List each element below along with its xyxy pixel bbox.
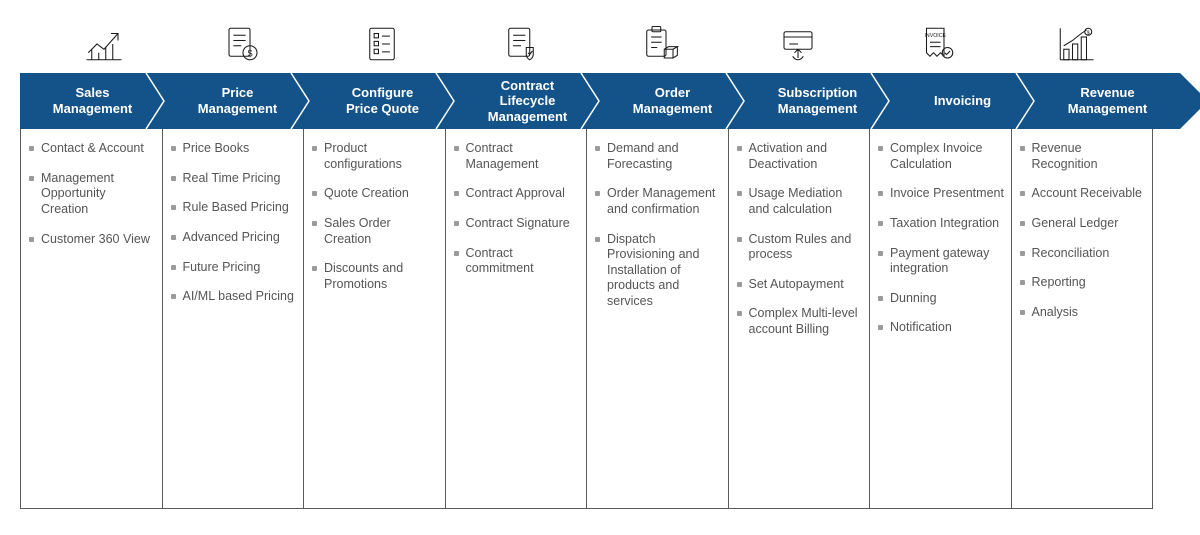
- icon-row: $ INVOICE $: [20, 15, 1180, 65]
- svg-text:$: $: [1086, 30, 1089, 36]
- stage-item: Rule Based Pricing: [167, 200, 298, 216]
- stage-arrow-band: SalesManagement PriceManagement ConfigureP…: [20, 73, 1180, 129]
- clipboard-box-icon: [590, 15, 729, 65]
- stage-item: Analysis: [1016, 305, 1147, 321]
- stage-title: OrderManagement: [633, 85, 712, 116]
- stage-header: SubscriptionManagement: [745, 73, 890, 129]
- stage-item-list: Contract Management Contract Approval Cont…: [450, 141, 581, 277]
- stage-item: Reporting: [1016, 275, 1147, 291]
- stage-item: Contact & Account: [25, 141, 156, 157]
- stage-header: ConfigurePrice Quote: [310, 73, 455, 129]
- price-document-icon: $: [174, 15, 313, 65]
- stage-item: Account Receivable: [1016, 186, 1147, 202]
- stage-item: Complex Invoice Calculation: [874, 141, 1005, 172]
- stage-item-list: Product configurations Quote Creation Sale…: [308, 141, 439, 292]
- sales-growth-icon: [35, 15, 174, 65]
- stage-item: Sales Order Creation: [308, 216, 439, 247]
- contract-shield-icon: [451, 15, 590, 65]
- stage-column: Demand and Forecasting Order Management a…: [586, 129, 729, 509]
- stage-item-list: Activation and Deactivation Usage Mediati…: [733, 141, 864, 338]
- stage-column: Complex Invoice Calculation Invoice Prese…: [869, 129, 1012, 509]
- stage-header: Invoicing: [890, 73, 1035, 129]
- stage-item: Order Management and confirmation: [591, 186, 722, 217]
- stage-title: PriceManagement: [198, 85, 277, 116]
- stage-item: Reconciliation: [1016, 246, 1147, 262]
- stage-item: Activation and Deactivation: [733, 141, 864, 172]
- stage-item: Complex Multi-level account Billing: [733, 306, 864, 337]
- checklist-icon: [313, 15, 452, 65]
- stage-title: Invoicing: [934, 93, 991, 109]
- stage-item: Price Books: [167, 141, 298, 157]
- stage-item: Product configurations: [308, 141, 439, 172]
- revenue-chart-icon: $: [1006, 15, 1145, 65]
- stage-item: Set Autopayment: [733, 277, 864, 293]
- stage-item: Revenue Recognition: [1016, 141, 1147, 172]
- stage-column: Contact & Account Management Opportunity …: [20, 129, 163, 509]
- stage-column: Product configurations Quote Creation Sale…: [303, 129, 446, 509]
- stage-column: Activation and Deactivation Usage Mediati…: [728, 129, 871, 509]
- stage-column: Price Books Real Time Pricing Rule Based P…: [162, 129, 305, 509]
- stage-header: PriceManagement: [165, 73, 310, 129]
- stage-item: Contract Approval: [450, 186, 581, 202]
- stage-header: OrderManagement: [600, 73, 745, 129]
- stage-item: AI/ML based Pricing: [167, 289, 298, 305]
- stage-item: General Ledger: [1016, 216, 1147, 232]
- stage-title: ConfigurePrice Quote: [346, 85, 419, 116]
- stage-column: Revenue Recognition Account Receivable Gen…: [1011, 129, 1154, 509]
- stage-item: Contract Management: [450, 141, 581, 172]
- stage-item: Taxation Integration: [874, 216, 1005, 232]
- stage-item: Contract Signature: [450, 216, 581, 232]
- stage-header: SalesManagement: [20, 73, 165, 129]
- stage-item: Future Pricing: [167, 260, 298, 276]
- arrow-head: [1180, 73, 1200, 129]
- subscription-card-icon: [729, 15, 868, 65]
- stage-item: Usage Mediation and calculation: [733, 186, 864, 217]
- stage-item: Discounts and Promotions: [308, 261, 439, 292]
- stage-header: RevenueManagement: [1035, 73, 1180, 129]
- stage-title: SubscriptionManagement: [778, 85, 857, 116]
- stage-item: Payment gateway integration: [874, 246, 1005, 277]
- stage-title: ContractLifecycleManagement: [488, 78, 567, 125]
- stage-item: Demand and Forecasting: [591, 141, 722, 172]
- stage-columns: Contact & Account Management Opportunity …: [20, 129, 1180, 509]
- stage-header: ContractLifecycleManagement: [455, 73, 600, 129]
- stage-item: Advanced Pricing: [167, 230, 298, 246]
- stage-item-list: Price Books Real Time Pricing Rule Based P…: [167, 141, 298, 305]
- stage-item: Contract commitment: [450, 246, 581, 277]
- svg-text:INVOICE: INVOICE: [924, 33, 946, 39]
- stage-item-list: Demand and Forecasting Order Management a…: [591, 141, 722, 310]
- stage-item: Dunning: [874, 291, 1005, 307]
- process-flow-diagram: $ INVOICE $ SalesManagement PriceManagement…: [0, 0, 1200, 509]
- stage-title: RevenueManagement: [1068, 85, 1147, 116]
- svg-text:$: $: [248, 48, 253, 58]
- stage-column: Contract Management Contract Approval Cont…: [445, 129, 588, 509]
- stage-item: Real Time Pricing: [167, 171, 298, 187]
- stage-item: Invoice Presentment: [874, 186, 1005, 202]
- stage-item-list: Contact & Account Management Opportunity …: [25, 141, 156, 247]
- invoice-icon: INVOICE: [868, 15, 1007, 65]
- stage-item-list: Complex Invoice Calculation Invoice Prese…: [874, 141, 1005, 336]
- stage-item: Custom Rules and process: [733, 232, 864, 263]
- stage-item: Dispatch Provisioning and Installation o…: [591, 232, 722, 310]
- stage-item: Customer 360 View: [25, 232, 156, 248]
- stage-item: Quote Creation: [308, 186, 439, 202]
- stage-item: Notification: [874, 320, 1005, 336]
- stage-item: Management Opportunity Creation: [25, 171, 156, 218]
- stage-title: SalesManagement: [53, 85, 132, 116]
- stage-item-list: Revenue Recognition Account Receivable Gen…: [1016, 141, 1147, 320]
